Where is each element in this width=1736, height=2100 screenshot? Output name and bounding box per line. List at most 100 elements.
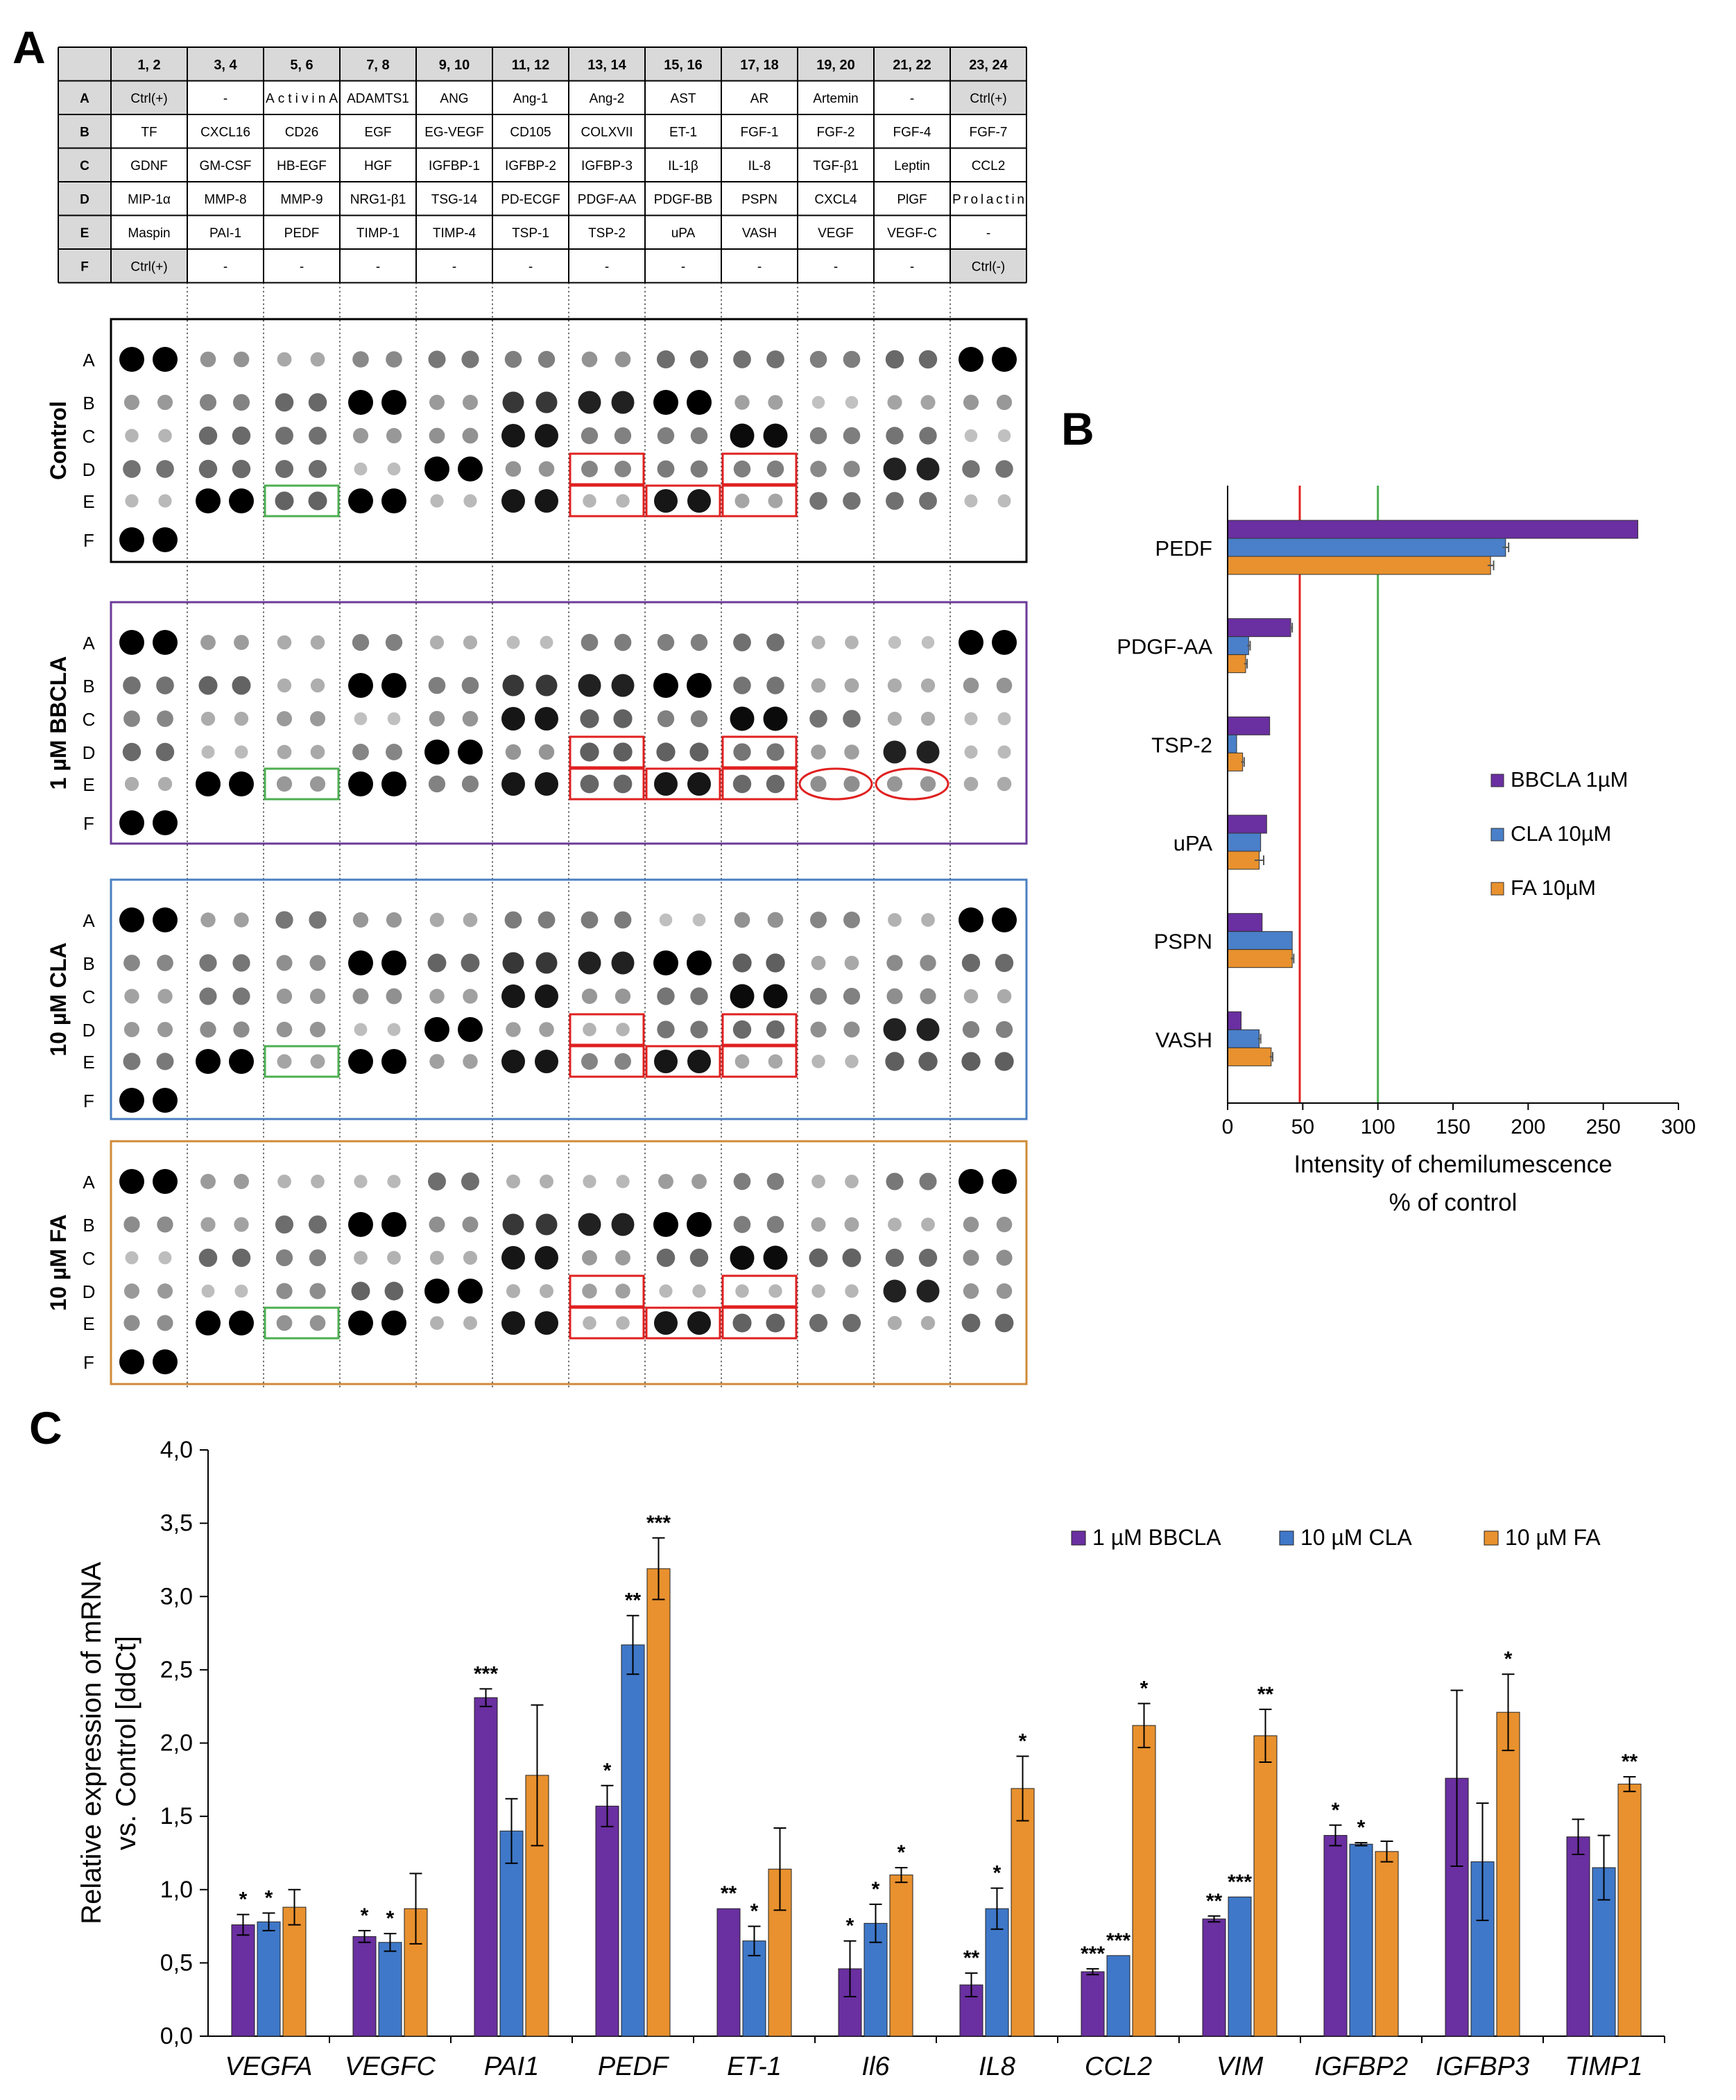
panel-c-chart: 0,0 0,5 1,0 1,5 2,0 2,5 3,0 3,5 4,0 Relative expr… (76, 1437, 1665, 2081)
layout-cell: FGF-7 (970, 126, 1008, 140)
blot-spot (689, 1248, 709, 1267)
blot-spot (811, 744, 826, 760)
highlight-box-red (569, 484, 645, 518)
blot-spot (276, 710, 293, 727)
blot-spot (768, 1054, 783, 1069)
significance-marker: * (1357, 1816, 1366, 1839)
x-category-label: VEGFA (225, 2052, 313, 2081)
layout-cell: ANG (440, 92, 468, 106)
blot-spot (386, 427, 402, 444)
blot-spot (381, 1049, 406, 1074)
blot-row-label: E (83, 774, 94, 795)
bar-1-m-bbcla (1202, 1918, 1226, 2037)
blot-spot (461, 775, 479, 793)
blot-spot (810, 1021, 827, 1038)
blot-spot (348, 390, 373, 415)
blot-spot (535, 391, 558, 413)
bar-10-m-fa (1132, 1725, 1156, 2037)
blot-spot (992, 907, 1017, 932)
layout-cell: - (986, 226, 990, 241)
cell-ctrl-a24 (950, 80, 1026, 114)
blot-spot (583, 1316, 596, 1330)
significance-marker: *** (646, 1512, 671, 1535)
blot-spot (811, 678, 826, 693)
blot-spot (687, 772, 711, 796)
blot-spot (963, 677, 979, 694)
blot-spot (429, 912, 445, 928)
blot-spot (428, 676, 446, 694)
blot-row-label: F (83, 1352, 94, 1373)
bar-10-m-cla (257, 1921, 281, 2037)
highlight-ellipse-red (875, 767, 949, 801)
blot-spot (348, 488, 373, 513)
blot-spot (995, 1052, 1014, 1071)
bar-bbcla-1-m (1227, 618, 1291, 638)
blot-spot (157, 989, 173, 1004)
blot-spot (158, 1251, 172, 1265)
blot-row-label: E (83, 491, 94, 512)
blot-spot (309, 1283, 326, 1299)
blot-spot (690, 987, 708, 1005)
bar-cla-10-m (1227, 636, 1249, 656)
blot-spot (886, 955, 903, 971)
blot-spot (310, 352, 325, 367)
blot-spot (123, 1052, 141, 1070)
x-tick-label: 250 (1586, 1116, 1621, 1138)
bar-1-m-bbcla (352, 1936, 377, 2037)
bar-1-m-bbcla (231, 1924, 255, 2037)
blot-spot (918, 1052, 938, 1071)
blot-row-label: A (83, 633, 95, 654)
blot-spot (309, 1021, 326, 1038)
blot-spot (199, 954, 217, 972)
blot-spot (234, 912, 249, 928)
highlight-box-red (645, 484, 721, 518)
layout-cell: TGF-β1 (813, 159, 859, 173)
blot-spot (501, 489, 525, 513)
blot-spot (733, 633, 751, 651)
blot-spot (501, 772, 525, 796)
layout-cell: Ang-2 (590, 92, 625, 106)
blot-spot (463, 989, 478, 1004)
blot-spot (690, 460, 708, 478)
blot-spot (735, 1284, 749, 1298)
blot-label: 10 µM FA (46, 1214, 71, 1311)
blot-spot (119, 630, 144, 655)
blot-spot (809, 1248, 828, 1267)
blot-spot (883, 457, 906, 481)
blot-spot (766, 460, 784, 478)
blot-spot (887, 678, 902, 693)
blot-spot (811, 955, 826, 971)
blot-spot (886, 492, 904, 510)
x-category-label: PAI1 (484, 2052, 540, 2081)
cell-ctrl-f24 (950, 249, 1026, 283)
blot-spot (997, 429, 1011, 443)
layout-cell: IGFBP-3 (581, 159, 633, 173)
blot-spot (153, 527, 178, 552)
bar-cla-10-m (1227, 734, 1237, 753)
blot-spot (123, 676, 141, 694)
layout-cell: MIP-1α (128, 193, 171, 207)
blot-spot (125, 494, 139, 508)
bar-10-m-cla (621, 1644, 645, 2037)
blot-spot (232, 676, 251, 695)
y-category-label: PSPN (1154, 930, 1212, 954)
blot-spot (992, 630, 1017, 655)
blot-spot (885, 350, 904, 369)
blot-spot (654, 1311, 678, 1335)
layout-cell: CXCL4 (814, 193, 857, 207)
blot-spot (200, 1174, 216, 1189)
blot-spot (229, 488, 254, 513)
bar-10-m-fa (1253, 1735, 1278, 2037)
legend-label: 10 µM FA (1505, 1525, 1601, 1550)
blot-spot (887, 711, 902, 726)
blot-spot (811, 1175, 825, 1188)
blot-spot (348, 950, 373, 975)
blot-spot (158, 494, 172, 508)
highlight-box-red (721, 1013, 798, 1046)
bar-10-m-fa (1375, 1851, 1399, 2037)
blot-spot (920, 678, 936, 693)
significance-marker: ** (625, 1589, 642, 1612)
blot-spot (961, 1313, 981, 1333)
blot-spot (995, 953, 1014, 973)
blot-spot (538, 461, 555, 477)
